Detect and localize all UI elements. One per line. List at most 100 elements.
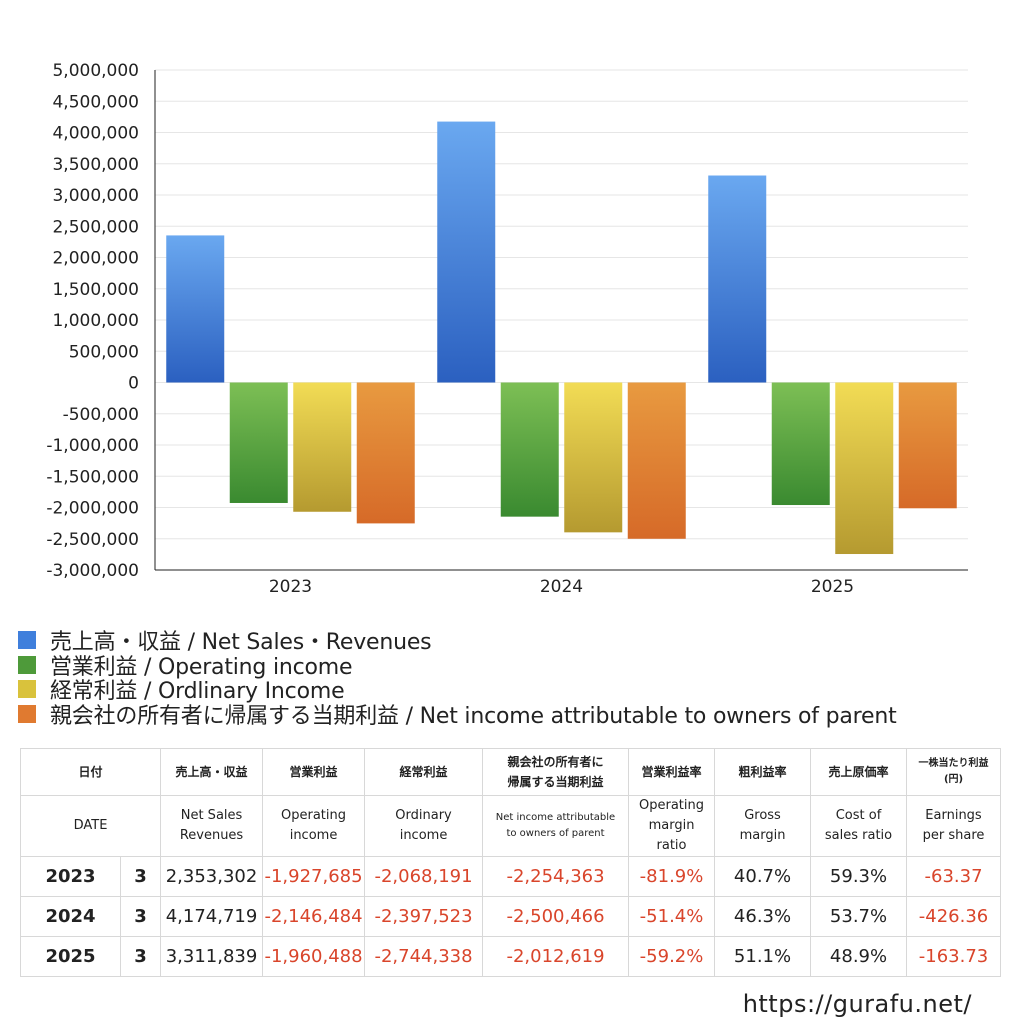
header-gross-en-line1: Gross <box>744 808 781 823</box>
legend-item-sales: 売上高・収益 / Net Sales・Revenues <box>18 628 897 655</box>
bar-2025-series-0 <box>708 175 767 383</box>
table-header-en: DATE Net Sales Revenues Operating income O… <box>19 795 1002 857</box>
y-tick-label: -2,500,000 <box>46 530 139 550</box>
legend-item-operating: 営業利益 / Operating income <box>18 653 897 680</box>
header-eps-en: Earnings per share <box>906 795 1002 857</box>
header-net-jp-line2: 帰属する当期利益 <box>507 775 604 789</box>
legend-swatch-net <box>18 704 36 723</box>
header-operating-en: Operating income <box>262 795 366 857</box>
header-op-margin-en-line1: Operating <box>639 798 705 813</box>
bar-2024-series-3 <box>627 382 686 539</box>
y-tick-label: 1,500,000 <box>52 280 139 300</box>
cell-op-margin: -59.2% <box>628 936 716 977</box>
header-eps-jp: 一株当たり利益 (円) <box>906 748 1002 796</box>
cell-net: -2,254,363 <box>482 856 630 897</box>
cell-ordinary: -2,397,523 <box>364 896 484 937</box>
y-tick-label: -3,000,000 <box>46 561 139 581</box>
cell-year: 2025 <box>20 936 121 977</box>
legend-item-net: 親会社の所有者に帰属する当期利益 / Net income attributab… <box>18 702 897 729</box>
header-operating-jp: 営業利益 <box>262 748 366 796</box>
cell-eps: -63.37 <box>906 856 1002 897</box>
cell-operating: -1,960,488 <box>262 936 366 977</box>
header-net-jp: 親会社の所有者に 帰属する当期利益 <box>482 748 630 796</box>
cell-sales: 3,311,839 <box>160 936 264 977</box>
header-op-margin-en: Operating margin ratio <box>628 795 716 857</box>
cell-month: 3 <box>119 896 162 937</box>
cell-operating: -1,927,685 <box>262 856 366 897</box>
table-row: 2025 3 3,311,839 -1,960,488 -2,744,338 -… <box>20 936 1002 977</box>
cell-cost-ratio: 48.9% <box>810 936 908 977</box>
site-url[interactable]: https://gurafu.net/ <box>742 990 972 1018</box>
y-tick-label: 3,000,000 <box>52 186 139 206</box>
header-gross-margin-jp: 粗利益率 <box>714 748 812 796</box>
legend-label-sales: 売上高・収益 / Net Sales・Revenues <box>50 630 432 656</box>
bar-2024-series-2 <box>564 382 623 533</box>
header-gross-margin-en: Gross margin <box>714 795 812 857</box>
cell-cost-ratio: 59.3% <box>810 856 908 897</box>
header-ordinary-en-line1: Ordinary <box>395 808 452 823</box>
header-op-margin-en-line2: margin <box>648 818 695 833</box>
cell-op-margin: -51.4% <box>628 896 716 937</box>
cell-eps: -426.36 <box>906 896 1002 937</box>
header-ordinary-jp: 経常利益 <box>364 748 484 796</box>
cell-sales: 2,353,302 <box>160 856 264 897</box>
bar-2023-series-1 <box>229 382 288 503</box>
cell-year: 2024 <box>20 896 121 937</box>
legend-label-net: 親会社の所有者に帰属する当期利益 / Net income attributab… <box>50 703 897 729</box>
y-tick-label: 3,500,000 <box>52 155 139 175</box>
chart-legend: 売上高・収益 / Net Sales・Revenues 営業利益 / Opera… <box>18 628 897 729</box>
cell-net: -2,012,619 <box>482 936 630 977</box>
bar-2025-series-3 <box>898 382 957 509</box>
cell-cost-ratio: 53.7% <box>810 896 908 937</box>
header-date-jp: 日付 <box>19 748 162 796</box>
header-net-jp-line1: 親会社の所有者に <box>507 755 604 769</box>
cell-ordinary: -2,068,191 <box>364 856 484 897</box>
y-tick-label: -1,000,000 <box>46 436 139 456</box>
table-row: 2024 3 4,174,719 -2,146,484 -2,397,523 -… <box>20 896 1002 937</box>
y-tick-label: 5,000,000 <box>52 61 139 81</box>
x-tick-label: 2023 <box>269 577 312 597</box>
y-tick-label: 2,500,000 <box>52 217 139 237</box>
bar-2023-series-0 <box>166 235 225 383</box>
chart-svg: 5,000,000 4,500,000 4,000,000 3,500,000 3,00… <box>46 61 968 597</box>
header-op-margin-jp: 営業利益率 <box>628 748 716 796</box>
legend-swatch-ordinary <box>18 680 36 699</box>
header-eps-en-line2: per share <box>922 828 985 843</box>
cell-ordinary: -2,744,338 <box>364 936 484 977</box>
header-cost-ratio-en: Cost of sales ratio <box>810 795 908 857</box>
y-tick-label: 4,000,000 <box>52 124 139 144</box>
cell-net: -2,500,466 <box>482 896 630 937</box>
y-tick-label: 1,000,000 <box>52 311 139 331</box>
cell-sales: 4,174,719 <box>160 896 264 937</box>
cell-op-margin: -81.9% <box>628 856 716 897</box>
bar-2024-series-1 <box>500 382 559 517</box>
bar-2024-series-0 <box>437 121 496 383</box>
y-tick-label: 0 <box>128 374 139 394</box>
header-gross-en-line2: margin <box>739 828 786 843</box>
table-row: 2023 3 2,353,302 -1,927,685 -2,068,191 -… <box>20 856 1002 897</box>
y-tick-label: -1,500,000 <box>46 467 139 487</box>
x-tick-label: 2025 <box>811 577 854 597</box>
bar-2025-series-1 <box>771 382 830 506</box>
header-eps-jp-line1: 一株当たり利益 <box>918 758 989 769</box>
cell-gross-margin: 40.7% <box>714 856 812 897</box>
bar-2023-series-2 <box>293 382 352 512</box>
header-sales-en: Net Sales Revenues <box>160 795 264 857</box>
header-sales-en-line2: Revenues <box>179 828 244 843</box>
y-tick-label: -500,000 <box>63 405 139 425</box>
header-cost-en-line1: Cost of <box>835 808 882 823</box>
header-net-en-line2: to owners of parent <box>506 828 605 839</box>
legend-swatch-sales <box>18 631 36 650</box>
header-net-en: Net income attributable to owners of pare… <box>482 795 630 857</box>
cell-month: 3 <box>119 936 162 977</box>
y-tick-label: -2,000,000 <box>46 499 139 519</box>
bar-chart: 5,000,000 4,500,000 4,000,000 3,500,000 3,00… <box>46 61 968 597</box>
financial-table: 日付 売上高・収益 営業利益 経常利益 親会社の所有者に 帰属する当期利益 営業利… <box>19 748 1002 977</box>
header-cost-en-line2: sales ratio <box>824 828 893 843</box>
bar-2023-series-3 <box>356 382 415 524</box>
header-sales-en-line1: Net Sales <box>180 808 243 823</box>
header-eps-jp-line2: (円) <box>943 774 964 785</box>
header-net-en-line1: Net income attributable <box>495 812 616 823</box>
header-ordinary-en-line2: income <box>399 828 448 843</box>
cell-month: 3 <box>119 856 162 897</box>
